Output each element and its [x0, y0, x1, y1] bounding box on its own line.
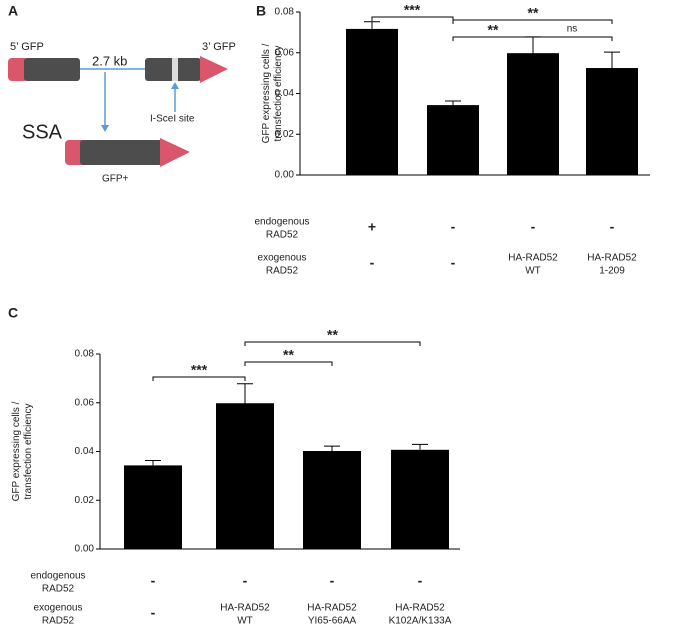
panel-label: A: [8, 3, 18, 19]
y-tick-label: 0.06: [75, 397, 95, 408]
error-bar: [237, 383, 253, 404]
row-label: RAD52: [42, 616, 75, 627]
table-cell: HA-RAD52: [307, 603, 357, 614]
row-label: exogenous: [258, 253, 307, 264]
site-stripe: [172, 58, 178, 81]
bar: [124, 465, 182, 549]
bar: [216, 403, 274, 549]
y-tick-label: 0.06: [275, 47, 295, 58]
error-bar: [324, 445, 340, 452]
error-bar: [412, 443, 428, 450]
table-cell: -: [451, 219, 456, 235]
significance-bracket: [532, 36, 613, 41]
table-cell: -: [151, 573, 156, 589]
significance-bracket: [152, 376, 246, 381]
row-label: RAD52: [266, 266, 299, 277]
bar: [586, 68, 638, 175]
label: GFP+: [102, 174, 129, 185]
y-tick-label: 0.04: [75, 446, 95, 457]
table-cell: WT: [237, 616, 253, 627]
y-axis-label-line: transfection efficiency: [273, 46, 284, 142]
table-cell: -: [151, 605, 156, 621]
gene-box: [24, 58, 80, 81]
table-cell: HA-RAD52: [587, 253, 637, 264]
panel-label: C: [8, 305, 18, 321]
label: 5’ GFP: [10, 41, 44, 53]
y-tick-label: 0.02: [275, 129, 295, 140]
y-tick-label: 0.00: [275, 170, 295, 181]
bar: [391, 449, 449, 549]
gene-box: [80, 140, 162, 165]
error-bar: [604, 51, 620, 69]
label: I-SceI site: [150, 114, 195, 125]
row-label: RAD52: [266, 230, 299, 241]
significance-label: **: [283, 347, 294, 363]
bar: [303, 451, 361, 549]
table-cell: YI65-66AA: [308, 616, 357, 627]
table-cell: K102A/K133A: [389, 616, 452, 627]
bar: [427, 105, 479, 175]
table-cell: -: [418, 573, 423, 589]
row-label: exogenous: [34, 603, 83, 614]
arrowhead: [171, 82, 179, 89]
error-bar: [445, 100, 461, 106]
significance-label: ***: [191, 362, 208, 378]
bar: [346, 28, 398, 175]
significance-label: ns: [567, 24, 578, 35]
label: SSA: [22, 121, 63, 143]
table-cell: -: [451, 255, 456, 271]
y-tick-label: 0.08: [75, 349, 95, 360]
y-axis-label-line: GFP expressing cells /: [261, 43, 272, 143]
table-cell: -: [370, 255, 375, 271]
row-label: endogenous: [30, 571, 85, 582]
arrowhead: [101, 125, 109, 132]
table-cell: -: [243, 573, 248, 589]
table-cell: WT: [525, 266, 541, 277]
label: 3’ GFP: [202, 41, 236, 53]
table-cell: 1-209: [599, 266, 625, 277]
significance-bracket: [244, 341, 421, 346]
significance-bracket: [452, 19, 613, 24]
y-tick-label: 0.04: [275, 88, 295, 99]
table-cell: HA-RAD52: [395, 603, 445, 614]
row-label: RAD52: [42, 584, 75, 595]
table-cell: +: [368, 219, 376, 235]
bar: [507, 53, 559, 175]
row-label: endogenous: [254, 217, 309, 228]
error-bar: [145, 460, 161, 466]
table-cell: -: [610, 219, 615, 235]
significance-bracket: [371, 16, 454, 21]
y-axis-label: GFP expressing cells /transfection effic…: [261, 43, 284, 143]
table-cell: -: [330, 573, 335, 589]
cap: [8, 58, 28, 81]
table-cell: -: [531, 219, 536, 235]
significance-label: ***: [404, 2, 421, 18]
panel-label: B: [256, 3, 266, 19]
y-tick-label: 0.00: [75, 544, 95, 555]
significance-label: **: [528, 5, 539, 21]
y-axis-label-line: transfection efficiency: [23, 404, 34, 500]
y-axis-label: GFP expressing cells /transfection effic…: [11, 401, 34, 501]
significance-label: **: [327, 327, 338, 343]
diagram: 5’ GFP 2.7 kb 3’ GFP I-SceI site SSA GFP…: [8, 41, 236, 185]
significance-bracket: [244, 361, 333, 366]
significance-label: **: [488, 22, 499, 38]
label: 2.7 kb: [92, 53, 127, 68]
arrowhead: [160, 138, 190, 167]
y-tick-label: 0.08: [275, 7, 295, 18]
table-cell: HA-RAD52: [508, 253, 558, 264]
table-cell: HA-RAD52: [220, 603, 270, 614]
y-tick-label: 0.02: [75, 495, 95, 506]
y-axis-label-line: GFP expressing cells /: [11, 401, 22, 501]
arrowhead: [200, 56, 228, 83]
error-bar: [364, 21, 380, 29]
